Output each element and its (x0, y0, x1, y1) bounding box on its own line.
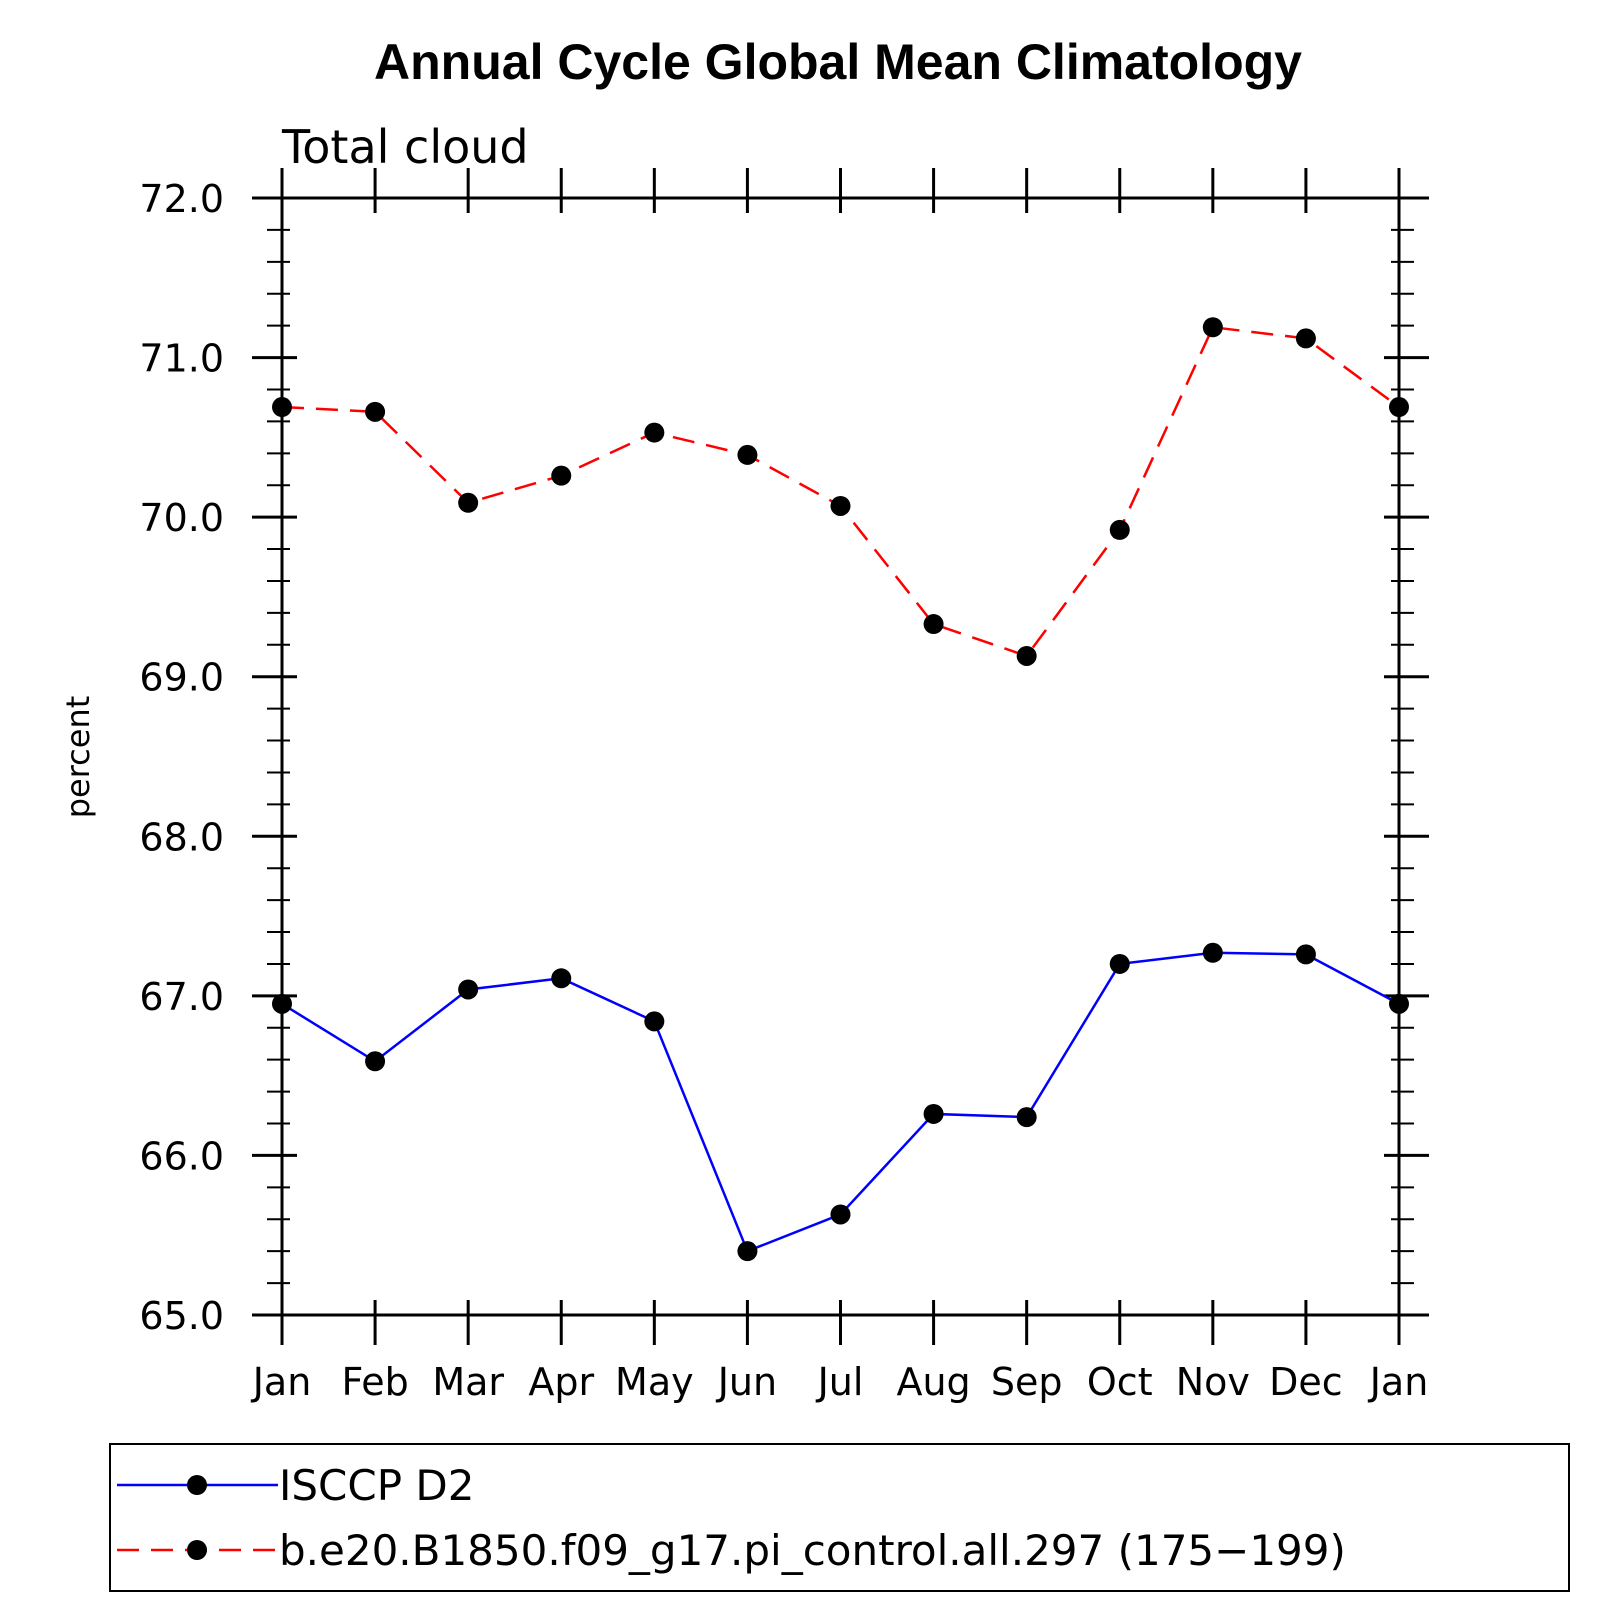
data-point (365, 1051, 386, 1072)
x-tick-label: Feb (341, 1360, 408, 1404)
legend-box (109, 1443, 1570, 1592)
legend-marker (187, 1540, 207, 1560)
data-point (644, 422, 665, 443)
chart-subtitle: Total cloud (281, 120, 529, 174)
y-tick-label: 71.0 (139, 337, 224, 381)
y-tick-labels: 65.0 66.0 67.0 68.0 69.0 70.0 71.0 72.0 (139, 177, 224, 1338)
legend-marker (187, 1475, 207, 1495)
data-point (644, 1011, 665, 1032)
data-point (1109, 519, 1130, 540)
x-tick-label: Mar (432, 1360, 504, 1404)
x-tick-label: Jan (1368, 1360, 1429, 1404)
x-tick-label: Jul (816, 1360, 864, 1404)
legend: ISCCP D2 b.e20.B1850.f09_g17.pi_control.a… (117, 1461, 1346, 1575)
x-tick-label: Oct (1087, 1360, 1153, 1404)
plot-frame (280, 196, 1401, 1317)
x-tick-label: Jan (251, 1360, 312, 1404)
data-point (1389, 993, 1409, 1014)
x-tick-labels: Jan Feb Mar Apr May Jun Jul Aug Sep Oct Nov Dec Jan (251, 1360, 1429, 1404)
legend-label: ISCCP D2 (279, 1461, 474, 1510)
data-point (458, 979, 479, 1000)
x-tick-label: Dec (1269, 1360, 1343, 1404)
data-point (830, 495, 851, 516)
data-point (830, 1204, 851, 1225)
data-point (1016, 1107, 1037, 1128)
data-point (551, 465, 572, 486)
y-tick-label: 70.0 (139, 496, 224, 540)
data-point (737, 444, 758, 465)
data-point (365, 401, 386, 422)
chart-title: Annual Cycle Global Mean Climatology (374, 34, 1302, 90)
y-tick-label: 72.0 (139, 177, 224, 221)
data-point (1202, 942, 1223, 963)
data-point (458, 492, 479, 513)
data-point (1202, 317, 1223, 338)
x-tick-label: May (615, 1360, 694, 1404)
axis-ticks (252, 168, 1429, 1345)
y-tick-label: 66.0 (139, 1134, 224, 1178)
y-tick-label: 67.0 (139, 975, 224, 1019)
x-tick-label: Jun (716, 1360, 777, 1404)
series-layer (272, 317, 1409, 1262)
x-tick-label: Apr (528, 1360, 594, 1404)
x-tick-label: Sep (991, 1360, 1063, 1404)
data-point (272, 993, 292, 1014)
data-point (923, 1103, 944, 1124)
data-point (923, 614, 944, 635)
data-point (1295, 944, 1316, 965)
data-point (1389, 397, 1409, 418)
legend-label: b.e20.B1850.f09_g17.pi_control.all.297 (… (279, 1526, 1346, 1575)
y-tick-label: 68.0 (139, 815, 224, 859)
y-tick-label: 65.0 (139, 1294, 224, 1338)
x-tick-label: Nov (1176, 1360, 1250, 1404)
y-tick-label: 69.0 (139, 656, 224, 700)
data-point (551, 968, 572, 989)
data-point (1295, 328, 1316, 349)
data-point (272, 397, 292, 418)
x-tick-label: Aug (896, 1360, 970, 1404)
data-point (737, 1241, 758, 1262)
data-point (1016, 645, 1037, 666)
series-line (281, 325, 1400, 658)
data-point (1109, 953, 1130, 974)
y-axis-label: percent (59, 696, 97, 819)
